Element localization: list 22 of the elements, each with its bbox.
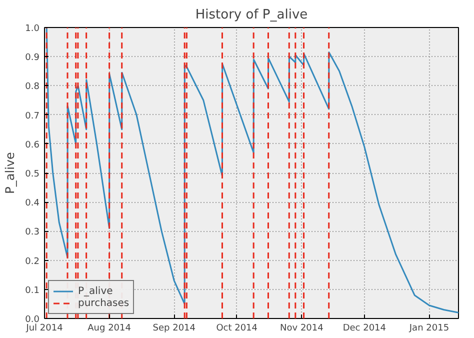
- y-tick-label: 0.5: [25, 170, 40, 180]
- x-tick-label: Jul 2014: [25, 324, 64, 334]
- y-tick-label: 0.0: [25, 315, 40, 325]
- x-tick-label: Jan 2015: [408, 324, 450, 334]
- chart-title: History of P_alive: [195, 8, 308, 22]
- y-tick-label: 1.0: [25, 24, 40, 34]
- x-tick-label: Dec 2014: [342, 324, 386, 334]
- y-tick-label: 0.4: [25, 198, 40, 209]
- x-tick-label: Aug 2014: [88, 324, 132, 334]
- y-tick-label: 0.2: [25, 256, 40, 267]
- y-tick-label: 0.9: [25, 53, 40, 64]
- y-tick-label: 0.7: [25, 111, 40, 122]
- y-axis-title: P_alive: [3, 152, 18, 194]
- ref-line-label: purchases: [78, 297, 130, 309]
- legend-label: P_alive: [78, 285, 113, 297]
- x-tick-label: Oct 2014: [216, 324, 258, 334]
- y-tick-label: 0.3: [25, 228, 40, 238]
- x-tick-label: Nov 2014: [280, 324, 324, 334]
- x-tick-label: Sep 2014: [152, 324, 196, 334]
- y-tick-label: 0.6: [25, 140, 40, 150]
- y-tick-label: 0.1: [25, 286, 40, 296]
- y-tick-label: 0.8: [25, 82, 40, 92]
